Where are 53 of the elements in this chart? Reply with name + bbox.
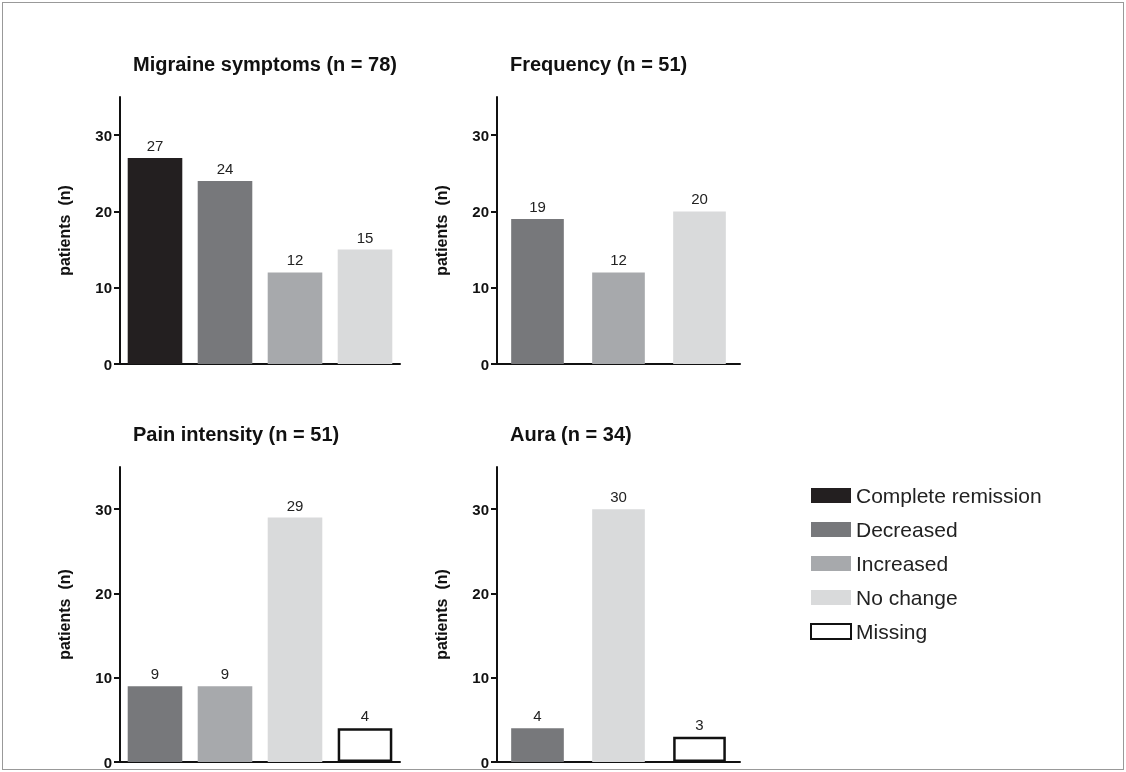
y-tick-label: 0: [480, 753, 489, 771]
data-label: 15: [356, 228, 374, 246]
y-tick-label: 10: [472, 669, 489, 687]
y-tick-label: 30: [472, 126, 489, 144]
y-tick-label: 30: [95, 126, 112, 144]
chart-title: Pain intensity (n = 51): [133, 423, 340, 445]
data-label: 4: [360, 707, 370, 725]
y-tick-label: 20: [95, 584, 112, 602]
data-label: 29: [286, 496, 304, 514]
legend-label: Missing: [856, 620, 928, 643]
y-tick-label: 20: [472, 202, 489, 220]
y-tick-label: 10: [472, 279, 489, 297]
legend-label: Complete remission: [856, 484, 1042, 507]
y-tick-label: 10: [95, 279, 112, 297]
y-tick-label: 10: [95, 669, 112, 687]
data-label: 9: [150, 665, 160, 683]
data-label: 24: [216, 159, 234, 177]
y-axis-title: patients (n): [55, 185, 73, 276]
chart-title: Frequency (n = 51): [510, 53, 688, 75]
y-tick-label: 0: [103, 753, 112, 771]
data-label: 30: [610, 488, 627, 506]
bar: [511, 219, 564, 364]
bar: [127, 158, 183, 364]
bar: [197, 686, 253, 762]
data-label: 3: [695, 715, 704, 733]
legend-label: Decreased: [856, 518, 958, 541]
data-label: 12: [286, 251, 304, 269]
data-label: 27: [146, 137, 164, 155]
y-axis-title: patients (n): [432, 569, 450, 660]
y-tick-label: 20: [472, 584, 489, 602]
legend-label: No change: [856, 586, 958, 609]
chart-title: Aura (n = 34): [510, 423, 632, 445]
bar: [673, 211, 726, 364]
data-label: 9: [220, 665, 230, 683]
y-axis-title: patients (n): [432, 185, 450, 276]
data-label: 4: [533, 707, 542, 725]
chart-title: Migraine symptoms (n = 78): [133, 53, 397, 75]
y-tick-label: 0: [103, 355, 112, 373]
bar: [197, 180, 253, 364]
bar: [267, 272, 323, 364]
legend-label: Increased: [856, 552, 949, 575]
bar: [127, 686, 183, 762]
data-label: 19: [529, 198, 546, 216]
bar: [337, 249, 393, 364]
bar: [267, 517, 323, 762]
y-tick-label: 30: [95, 500, 112, 518]
bar: [592, 272, 645, 364]
y-tick-label: 20: [95, 202, 112, 220]
data-label: 12: [610, 251, 627, 269]
data-label: 20: [691, 190, 708, 208]
y-tick-label: 30: [472, 500, 489, 518]
y-axis-title: patients (n): [55, 569, 73, 660]
y-tick-label: 0: [480, 355, 489, 373]
